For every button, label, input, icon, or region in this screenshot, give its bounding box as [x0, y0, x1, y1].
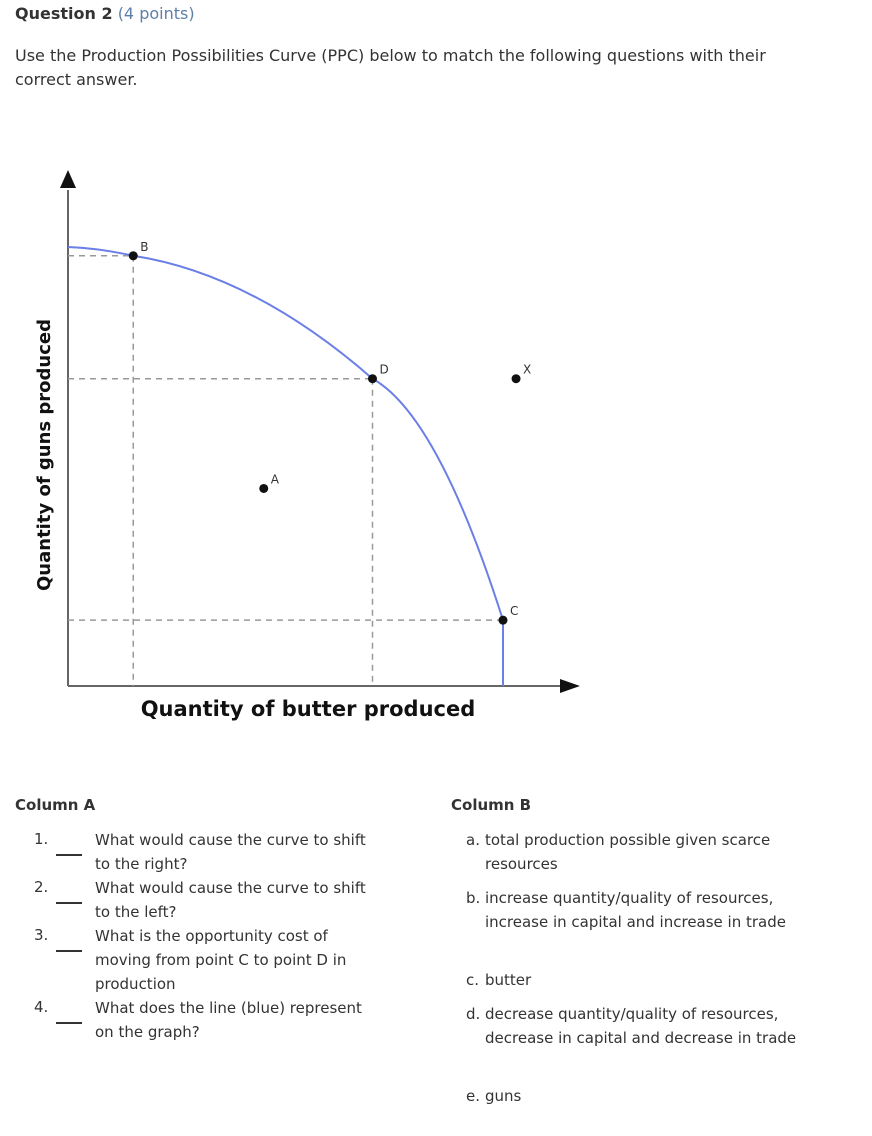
option-text: decrease quantity/quality of resources, …: [485, 1005, 797, 1047]
point-d: [368, 374, 377, 384]
point-x: [511, 374, 521, 384]
question-points: (4 points): [117, 4, 195, 23]
ppc-chart: A B C D X Quantity of butter produced Quanti…: [34, 170, 580, 721]
option-b: b. increase quantity/quality of resource…: [466, 886, 826, 934]
question-header: Question 2 (4 points): [15, 4, 195, 23]
column-a-header: Column A: [15, 796, 96, 814]
question-number: 4.: [34, 998, 49, 1016]
curve-points: A B C D X: [128, 240, 531, 625]
point-label-a: A: [271, 472, 280, 486]
option-letter: a.: [466, 831, 480, 849]
option-letter: e.: [466, 1087, 480, 1105]
question-instructions: Use the Production Possibilities Curve (…: [15, 46, 766, 89]
option-a: a. total production possible given scarc…: [466, 828, 826, 876]
question-text-3: What is the opportunity cost of moving f…: [95, 927, 347, 993]
y-axis-label: Quantity of guns produced: [34, 319, 55, 591]
option-text: butter: [485, 971, 532, 989]
column-b-header: Column B: [451, 796, 532, 814]
x-axis-arrow-icon: [560, 679, 580, 693]
question-number: 1.: [34, 830, 49, 848]
point-label-c: C: [510, 604, 518, 618]
x-axis-label: Quantity of butter produced: [141, 697, 476, 721]
option-text: increase quantity/quality of resources, …: [485, 889, 786, 931]
point-b: [128, 251, 138, 261]
option-e: e. guns: [466, 1084, 826, 1108]
question-number: 2.: [34, 878, 49, 896]
point-label-x: X: [523, 363, 531, 377]
answer-blank-1[interactable]: [56, 854, 82, 856]
point-label-b: B: [140, 240, 148, 254]
question-text-1: What would cause the curve to shift to t…: [95, 831, 366, 873]
option-letter: d.: [466, 1005, 481, 1023]
guide-lines: [68, 255, 504, 686]
option-text: total production possible given scarce r…: [485, 831, 771, 873]
question-title: Question 2: [15, 4, 113, 23]
option-letter: c.: [466, 971, 480, 989]
option-text: guns: [485, 1087, 522, 1105]
answer-blank-2[interactable]: [56, 902, 82, 904]
ppc-graph: A B C D X Quantity of butter produced Quanti…: [0, 150, 600, 740]
option-letter: b.: [466, 889, 481, 907]
question-text-2: What would cause the curve to shift to t…: [95, 879, 366, 921]
option-d: d. decrease quantity/quality of resource…: [466, 1002, 826, 1050]
point-label-d: D: [380, 363, 389, 377]
question-text-4: What does the line (blue) represent on t…: [95, 999, 362, 1041]
point-a: [259, 483, 269, 493]
option-c: c. butter: [466, 968, 826, 992]
question-number: 3.: [34, 926, 49, 944]
answer-blank-4[interactable]: [56, 1022, 82, 1024]
point-c: [498, 615, 508, 625]
answer-blank-3[interactable]: [56, 950, 82, 952]
y-axis-arrow-icon: [60, 170, 76, 188]
